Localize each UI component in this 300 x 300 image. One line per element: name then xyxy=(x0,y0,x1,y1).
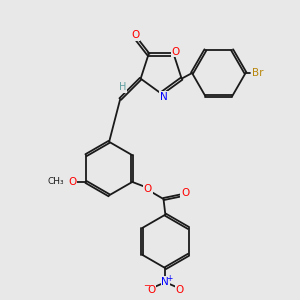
Text: N: N xyxy=(161,277,169,287)
Text: +: + xyxy=(166,274,172,283)
Text: O: O xyxy=(181,188,189,199)
Text: −: − xyxy=(143,281,150,290)
Text: O: O xyxy=(68,177,76,187)
Text: O: O xyxy=(176,285,184,295)
Text: CH₃: CH₃ xyxy=(48,178,64,187)
Text: O: O xyxy=(131,30,140,40)
Text: O: O xyxy=(172,46,180,57)
Text: H: H xyxy=(118,82,126,92)
Text: N: N xyxy=(160,92,168,101)
Text: Br: Br xyxy=(252,68,264,78)
Text: O: O xyxy=(147,285,155,295)
Text: O: O xyxy=(144,184,152,194)
